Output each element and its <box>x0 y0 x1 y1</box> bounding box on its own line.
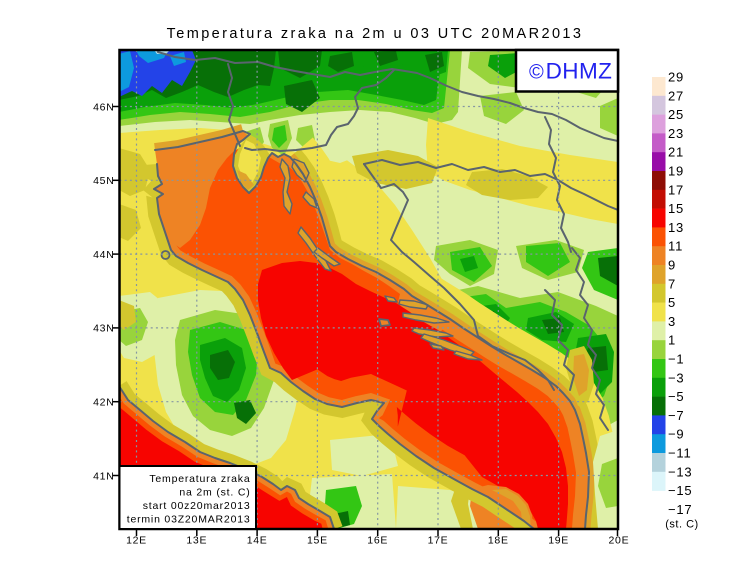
svg-text:−5: −5 <box>668 389 684 404</box>
svg-text:20E: 20E <box>609 535 630 547</box>
svg-text:na 2m (st. C): na 2m (st. C) <box>179 487 250 499</box>
svg-text:27: 27 <box>668 88 684 103</box>
svg-text:12E: 12E <box>126 535 147 547</box>
svg-text:41N: 41N <box>93 470 114 482</box>
svg-text:1: 1 <box>668 333 676 348</box>
svg-text:15E: 15E <box>307 535 328 547</box>
svg-text:Temperatura zraka na 2m u 03 U: Temperatura zraka na 2m u 03 UTC 20MAR20… <box>167 26 584 42</box>
svg-text:−3: −3 <box>668 370 684 385</box>
svg-text:©DHMZ: ©DHMZ <box>529 59 612 84</box>
svg-text:start 00z20mar2013: start 00z20mar2013 <box>143 500 251 512</box>
svg-text:44N: 44N <box>93 249 114 261</box>
svg-text:9: 9 <box>668 258 676 273</box>
svg-text:13E: 13E <box>186 535 207 547</box>
svg-text:43N: 43N <box>93 323 114 335</box>
svg-text:17E: 17E <box>428 535 449 547</box>
svg-text:3: 3 <box>668 314 676 329</box>
svg-text:16E: 16E <box>367 535 388 547</box>
svg-text:11: 11 <box>668 239 683 254</box>
svg-text:−17: −17 <box>668 502 692 517</box>
svg-text:−15: −15 <box>668 483 692 498</box>
svg-text:25: 25 <box>668 107 684 122</box>
svg-text:18E: 18E <box>488 535 509 547</box>
svg-text:termin 03Z20MAR2013: termin 03Z20MAR2013 <box>127 514 251 526</box>
svg-text:7: 7 <box>668 276 676 291</box>
svg-text:5: 5 <box>668 295 676 310</box>
svg-text:−1: −1 <box>668 352 684 367</box>
svg-text:15: 15 <box>668 201 684 216</box>
svg-text:(st. C): (st. C) <box>665 519 698 531</box>
svg-text:17: 17 <box>668 182 684 197</box>
svg-text:−13: −13 <box>668 464 692 479</box>
svg-text:Temperatura zraka: Temperatura zraka <box>149 473 250 485</box>
svg-text:21: 21 <box>668 145 684 160</box>
svg-text:45N: 45N <box>93 175 114 187</box>
svg-text:46N: 46N <box>93 101 114 113</box>
svg-text:13: 13 <box>668 220 684 235</box>
svg-text:−9: −9 <box>668 427 684 442</box>
svg-text:14E: 14E <box>247 535 268 547</box>
svg-text:19: 19 <box>668 164 684 179</box>
svg-text:19E: 19E <box>548 535 569 547</box>
svg-text:−11: −11 <box>668 446 692 461</box>
svg-text:29: 29 <box>668 70 684 85</box>
svg-text:−7: −7 <box>668 408 684 423</box>
svg-text:23: 23 <box>668 126 684 141</box>
svg-text:42N: 42N <box>93 397 114 409</box>
